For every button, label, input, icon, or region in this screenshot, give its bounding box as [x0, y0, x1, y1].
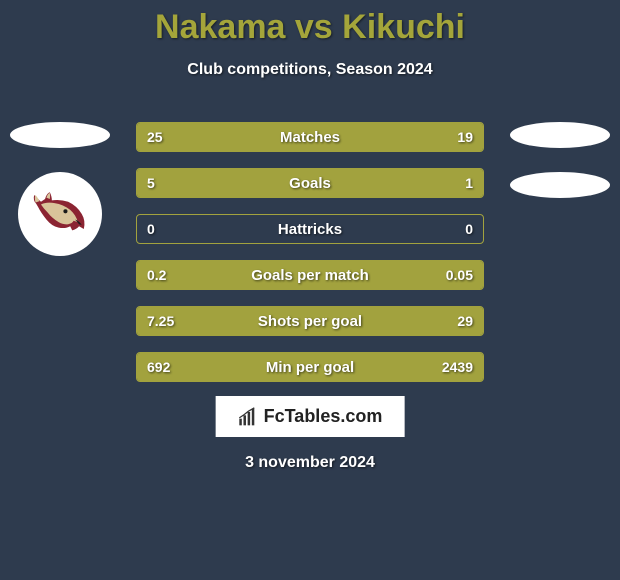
watermark-text: FcTables.com	[264, 406, 383, 427]
player-left-placeholder	[10, 122, 110, 148]
player-right-placeholder-2	[510, 172, 610, 198]
date-label: 3 november 2024	[0, 454, 620, 472]
stats-container: 25Matches19 5Goals1 0Hattricks0 0.2Goals pe…	[136, 122, 484, 398]
stat-label: Goals	[137, 169, 483, 197]
stat-value-right: 0.05	[446, 261, 473, 289]
player-right-column	[510, 122, 610, 222]
stat-value-right: 0	[465, 215, 473, 243]
stat-row: 7.25Shots per goal29	[136, 306, 484, 336]
coyote-logo-icon	[26, 180, 94, 248]
stat-label: Goals per match	[137, 261, 483, 289]
stat-row: 5Goals1	[136, 168, 484, 198]
player-left-column	[10, 122, 110, 256]
player-right-placeholder-1	[510, 122, 610, 148]
subtitle: Club competitions, Season 2024	[0, 61, 620, 79]
stat-value-right: 2439	[442, 353, 473, 381]
stat-label: Matches	[137, 123, 483, 151]
stat-label: Hattricks	[137, 215, 483, 243]
stat-label: Min per goal	[137, 353, 483, 381]
stat-row: 25Matches19	[136, 122, 484, 152]
player-left-avatar	[18, 172, 102, 256]
stat-row: 692Min per goal2439	[136, 352, 484, 382]
stat-label: Shots per goal	[137, 307, 483, 335]
fctables-logo-icon	[238, 407, 258, 427]
page-title: Nakama vs Kikuchi	[0, 0, 620, 47]
stat-value-right: 29	[457, 307, 473, 335]
stat-row: 0Hattricks0	[136, 214, 484, 244]
watermark-badge[interactable]: FcTables.com	[216, 396, 405, 437]
stat-row: 0.2Goals per match0.05	[136, 260, 484, 290]
stat-value-right: 1	[465, 169, 473, 197]
stat-value-right: 19	[457, 123, 473, 151]
